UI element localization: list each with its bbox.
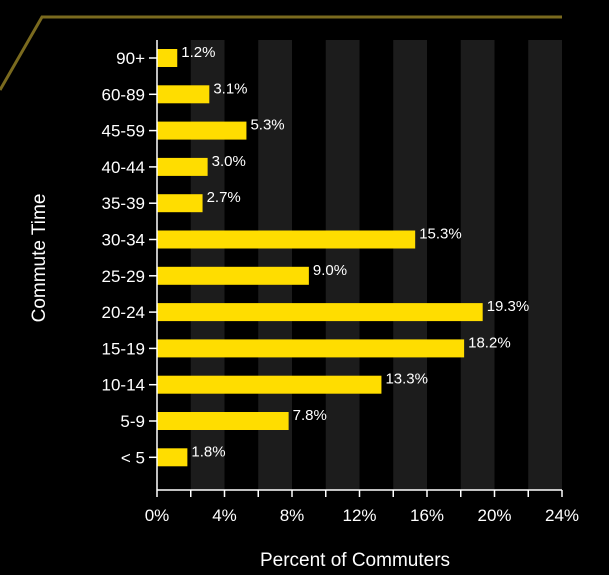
data-label: 1.8% xyxy=(191,443,225,460)
y-tick-label: < 5 xyxy=(121,448,145,467)
y-tick-label: 60-89 xyxy=(102,85,145,104)
x-tick-label: 4% xyxy=(212,506,237,525)
y-axis-title: Commute Time xyxy=(29,194,50,323)
y-tick-label: 30-34 xyxy=(102,231,145,250)
bar xyxy=(157,230,416,249)
bar xyxy=(157,339,465,358)
bar xyxy=(157,375,382,394)
y-tick-label: 20-24 xyxy=(102,303,145,322)
data-label: 19.3% xyxy=(487,298,530,315)
data-label: 13.3% xyxy=(385,371,428,388)
x-tick-label: 16% xyxy=(410,506,444,525)
y-tick-label: 40-44 xyxy=(102,158,145,177)
background-band xyxy=(393,40,427,490)
y-tick-label: 5-9 xyxy=(120,412,145,431)
bar xyxy=(157,49,178,67)
decorative-corner-line xyxy=(0,15,562,91)
y-tick-label: 25-29 xyxy=(102,267,145,286)
bar xyxy=(157,303,483,322)
bar xyxy=(157,412,289,430)
y-tick-label: 45-59 xyxy=(102,122,145,141)
bar xyxy=(157,157,208,176)
x-tick-label: 8% xyxy=(280,506,305,525)
data-label: 1.2% xyxy=(181,44,215,61)
y-tick-label: 35-39 xyxy=(102,194,145,213)
data-label: 2.7% xyxy=(207,189,241,206)
bars-group xyxy=(157,49,483,467)
data-label: 3.1% xyxy=(213,80,247,97)
data-label: 7.8% xyxy=(293,407,327,424)
bar xyxy=(157,266,309,285)
data-label: 9.0% xyxy=(313,262,347,279)
bar xyxy=(157,448,188,467)
data-label: 5.3% xyxy=(250,117,284,134)
x-axis-title: Percent of Commuters xyxy=(260,550,450,571)
y-tick-label: 15-19 xyxy=(102,339,145,358)
y-tick-label: 90+ xyxy=(116,49,145,68)
bar xyxy=(157,194,203,213)
corner-accent-line xyxy=(0,15,562,91)
y-tick-label: 10-14 xyxy=(102,376,145,395)
axes-group: < 5 5-9 10-14 15-19 20-24 25-29 30-34 35-39 40-4… xyxy=(102,40,579,525)
x-tick-label: 12% xyxy=(342,506,376,525)
data-label: 3.0% xyxy=(212,153,246,170)
background-bands xyxy=(190,40,562,490)
bar xyxy=(157,85,210,104)
background-band xyxy=(460,40,495,490)
background-band xyxy=(528,40,562,490)
background-band xyxy=(325,40,360,490)
bar xyxy=(157,121,247,140)
data-label: 18.2% xyxy=(468,334,511,351)
data-label: 15.3% xyxy=(419,226,462,243)
data-labels-group: 1.8% 7.8% 13.3% 18.2% 19.3% 9.0% 15.3% 2.7% 3.0%… xyxy=(181,44,529,460)
x-tick-label: 24% xyxy=(545,506,579,525)
x-tick-label: 20% xyxy=(477,506,511,525)
x-tick-label: 0% xyxy=(145,506,170,525)
